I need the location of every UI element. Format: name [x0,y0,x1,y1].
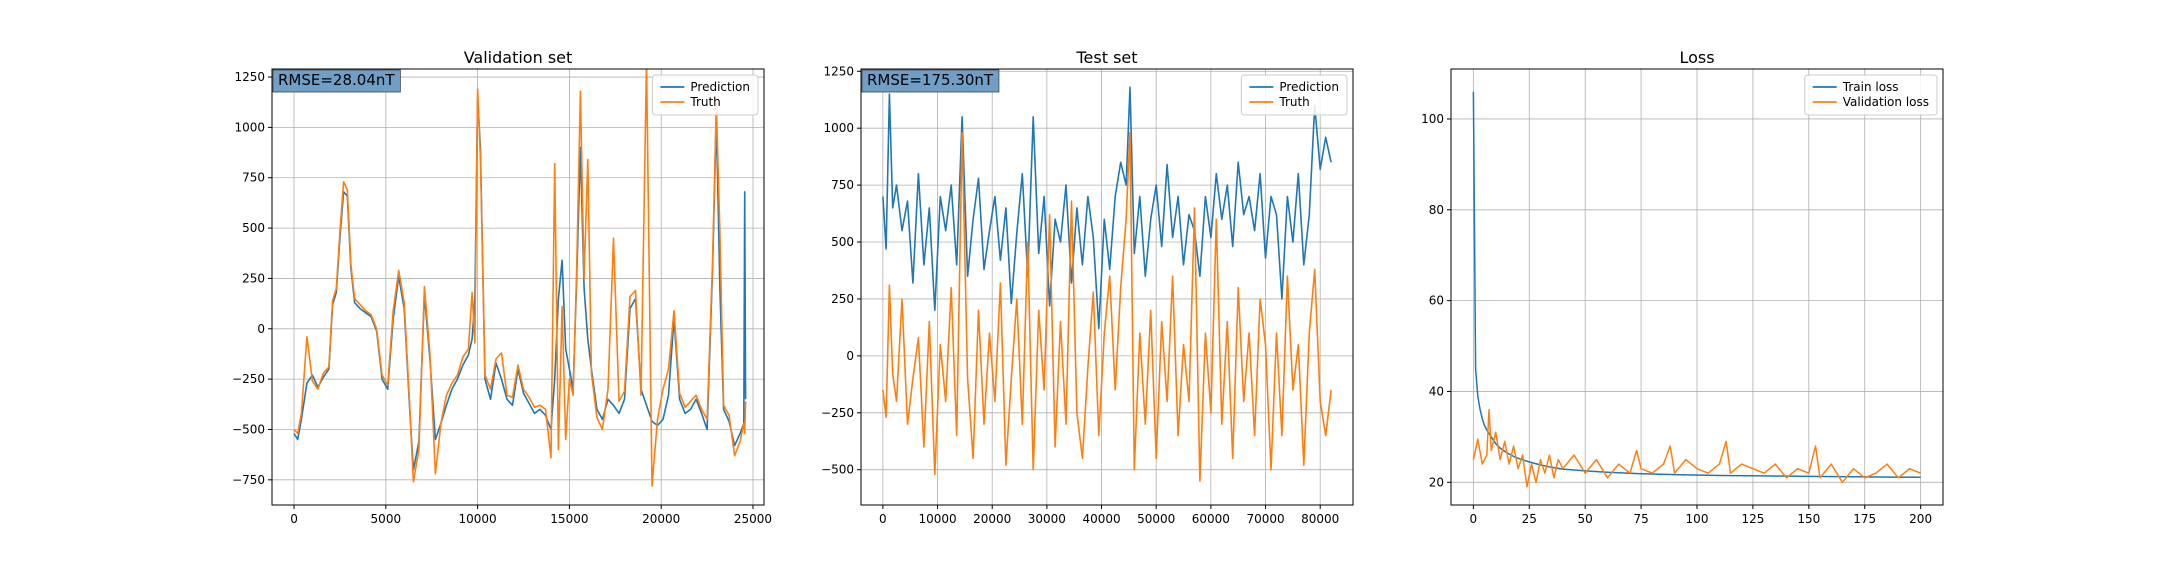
validation-set-axes-frame [271,68,765,506]
validation-set-panel: 0 5000 10000 15000 20000 25000 −750 −500 −250 0 25… [232,48,772,526]
test-set-x-tick-label: 30000 [1028,512,1066,526]
loss-x-tick-label: 75 [1633,512,1648,526]
loss-series-train-loss [1472,91,1921,479]
validation-set-x-tick-label: 0 [290,512,298,526]
test-set-y-tick-label: −500 [821,463,854,477]
test-set-y-tick-label: 0 [846,349,854,363]
test-set-rmse-text: RMSE=175.30nT [867,71,994,89]
validation-set-title: Validation set [464,48,573,67]
loss-x-tick-label: 200 [1909,512,1932,526]
test-set-plot-area [861,69,1353,505]
loss-y-tick-label: 60 [1429,294,1444,308]
loss-legend-label: Validation loss [1843,95,1929,109]
validation-set-x-tick-label: 5000 [371,512,402,526]
loss-legend-box [1804,74,1938,116]
validation-set-legend-label: Truth [689,95,720,109]
validation-set-y-tick-label: 250 [242,271,265,285]
test-set-legend-label: Prediction [1279,80,1339,94]
test-set-series-truth [882,131,1332,482]
validation-set-y-tick-label: 0 [257,322,265,336]
test-set-x-tick-label: 20000 [973,512,1011,526]
test-set-legend-label: Truth [1278,95,1309,109]
test-set-y-tick-label: 1000 [823,121,854,135]
loss-panel: 0 25 50 75 100 125 150 175 200 20 40 60 80 100 Loss Tra… [1421,48,1944,526]
loss-x-tick-label: 0 [1470,512,1478,526]
loss-y-tick-label: 80 [1429,203,1444,217]
test-set-y-tick-label: 250 [831,292,854,306]
loss-y-tick-label: 40 [1429,384,1444,398]
loss-series-validation-loss [1472,408,1921,488]
validation-set-y-tick-label: −750 [232,473,265,487]
test-set-title: Test set [1075,48,1137,67]
validation-set-y-tick-label: −250 [232,372,265,386]
loss-x-tick-label: 125 [1741,512,1764,526]
validation-set-rmse-text: RMSE=28.04nT [278,71,395,89]
loss-x-tick-label: 100 [1686,512,1709,526]
validation-set-legend-box [651,74,759,116]
validation-set-x-tick-label: 15000 [550,512,588,526]
loss-x-tick-label: 150 [1797,512,1820,526]
validation-set-y-tick-label: 1000 [234,120,265,134]
test-set-x-tick-label: 50000 [1137,512,1175,526]
validation-set-series-truth [293,69,747,487]
test-set-x-tick-label: 10000 [918,512,956,526]
test-set-rmse-box [861,69,1000,93]
test-set-x-tick-label: 0 [879,512,887,526]
validation-set-x-tick-label: 20000 [642,512,680,526]
loss-y-tick-label: 100 [1421,112,1444,126]
validation-set-plot-area [272,69,764,505]
validation-set-y-tick-label: 750 [242,171,265,185]
test-set-y-tick-label: 1250 [823,64,854,78]
test-set-x-tick-label: 40000 [1082,512,1120,526]
test-set-y-tick-label: −250 [821,406,854,420]
loss-y-tick-label: 20 [1429,475,1444,489]
validation-set-x-tick-label: 10000 [459,512,497,526]
validation-set-rmse-box [272,69,401,93]
validation-set-x-tick-label: 25000 [734,512,772,526]
loss-x-tick-label: 25 [1522,512,1537,526]
validation-set-rmse-annotation: RMSE=28.04nT [272,69,401,93]
loss-title: Loss [1679,48,1714,67]
test-set-rmse-annotation: RMSE=175.30nT [861,69,1000,93]
test-set-y-tick-label: 750 [831,178,854,192]
test-set-y-tick-label: 500 [831,235,854,249]
validation-set-y-tick-label: 500 [242,221,265,235]
test-set-x-tick-label: 60000 [1192,512,1230,526]
loss-legend-label: Train loss [1842,80,1899,94]
test-set-axes-frame [860,68,1354,506]
validation-set-legend-label: Prediction [690,80,750,94]
test-set-series-prediction [882,86,1332,330]
loss-x-tick-label: 50 [1578,512,1593,526]
test-set-panel: 0 10000 20000 30000 40000 50000 60000 70000 8000… [821,48,1354,526]
loss-x-tick-label: 175 [1853,512,1876,526]
test-set-legend-box [1240,74,1348,116]
test-set-x-tick-label: 70000 [1246,512,1284,526]
validation-set-y-tick-label: −500 [232,422,265,436]
test-set-x-tick-label: 80000 [1301,512,1339,526]
validation-set-y-tick-label: 1250 [234,70,265,84]
